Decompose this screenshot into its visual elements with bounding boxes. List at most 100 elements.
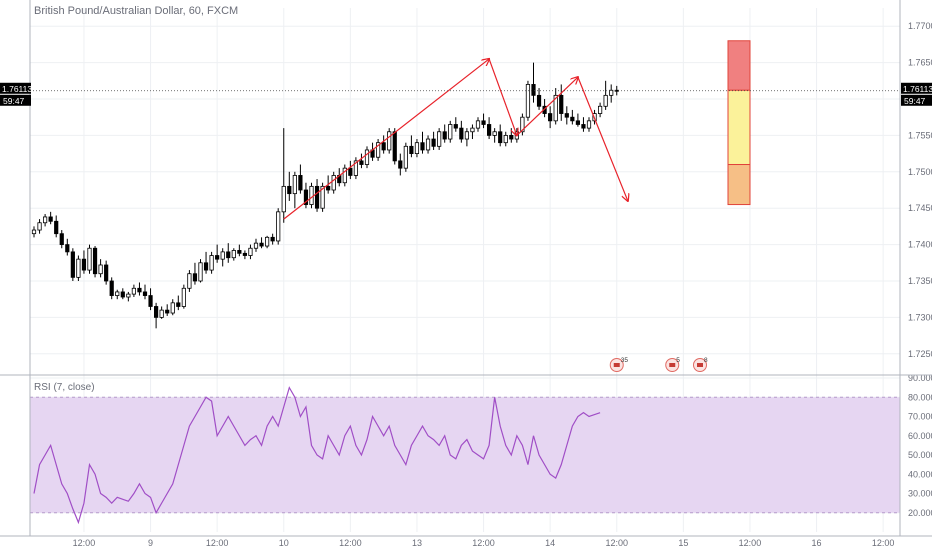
candle-body <box>326 185 331 191</box>
candle-body <box>348 167 353 176</box>
candle-body <box>292 175 297 195</box>
time-tick-label: 12:00 <box>206 538 229 548</box>
candle-body <box>409 145 414 155</box>
time-tick-label: 10 <box>279 538 289 548</box>
candle-body <box>464 131 470 140</box>
candle-body <box>209 255 214 271</box>
candle <box>276 208 281 245</box>
candle <box>603 80 608 110</box>
candle <box>220 248 225 267</box>
event-flag-icon <box>613 363 620 367</box>
candle <box>242 250 247 260</box>
candle <box>348 160 353 180</box>
candle <box>92 246 98 278</box>
candle-body <box>187 273 192 289</box>
candle-body <box>442 131 447 140</box>
price-tick-label: 1.76500 <box>908 58 932 68</box>
price-tick-label: 1.74500 <box>908 203 932 213</box>
candle-body <box>115 291 120 296</box>
candle-body <box>87 247 92 271</box>
last-price-tag-left <box>0 82 31 94</box>
event-marker[interactable]: 5 <box>665 357 681 372</box>
candle <box>320 182 325 212</box>
candle <box>531 62 536 103</box>
time-tick-label: 9 <box>148 538 153 548</box>
trend-arrows[interactable] <box>283 58 628 220</box>
rsi-tick-label: 50.0000 <box>908 450 932 460</box>
position-zones[interactable] <box>727 40 751 206</box>
candle <box>581 117 586 132</box>
candle-body <box>486 124 492 136</box>
candle <box>309 182 314 209</box>
event-marker[interactable]: 35 <box>609 357 629 372</box>
candle-body <box>81 258 87 271</box>
event-markers[interactable]: 35 5 8 <box>609 357 709 372</box>
event-count: 35 <box>621 357 629 364</box>
candle <box>459 120 464 143</box>
candle-body <box>475 120 481 129</box>
rsi-tick-label: 70.0000 <box>908 412 932 422</box>
trend-arrow[interactable] <box>577 76 628 201</box>
candle-body <box>481 120 486 125</box>
candle-body <box>320 185 325 209</box>
candle <box>264 235 270 249</box>
event-marker[interactable]: 8 <box>693 357 709 372</box>
candle-body <box>142 291 148 296</box>
candle <box>498 124 503 147</box>
candle <box>425 135 431 154</box>
candle <box>131 284 136 298</box>
candle <box>353 157 359 180</box>
trend-arrow[interactable] <box>516 77 578 136</box>
candle <box>109 277 114 300</box>
candle-body <box>398 160 403 169</box>
candle <box>187 270 192 292</box>
candle-body <box>220 251 225 260</box>
candle <box>575 113 581 127</box>
candle <box>126 291 131 302</box>
last-price-value-left: 1.76113 <box>2 84 32 94</box>
candle <box>392 128 397 165</box>
candle-body <box>553 94 558 122</box>
candle <box>70 248 75 281</box>
candle-body <box>92 247 98 275</box>
candle-body <box>609 89 614 96</box>
candle-body <box>570 116 575 122</box>
trend-arrow[interactable] <box>488 58 517 135</box>
zone-mid[interactable] <box>727 89 751 166</box>
candle-body <box>98 264 103 275</box>
zone-target[interactable] <box>727 164 751 206</box>
candle-body <box>564 113 569 118</box>
candle-body <box>287 185 292 195</box>
rsi-tick-label: 60.0000 <box>908 431 932 441</box>
candle <box>364 146 370 169</box>
candle <box>553 88 558 125</box>
candle <box>148 288 153 311</box>
candle <box>548 106 553 129</box>
candle-body <box>403 145 408 169</box>
zone-stop[interactable] <box>727 40 751 91</box>
candle-body <box>431 138 436 147</box>
candle-body <box>170 302 175 314</box>
candle <box>231 248 236 261</box>
candle <box>270 233 275 245</box>
candle <box>470 124 475 140</box>
candle <box>43 214 48 227</box>
candle <box>525 80 531 121</box>
candle <box>81 250 87 274</box>
candle-body <box>520 116 525 133</box>
candle-body <box>153 306 159 318</box>
candle-body <box>120 291 125 298</box>
candle-body <box>159 309 164 318</box>
candle <box>120 288 125 300</box>
candle-body <box>559 94 564 114</box>
candle-body <box>43 216 48 224</box>
candle-body <box>303 189 309 205</box>
time-tick-label: 14 <box>545 538 555 548</box>
trend-arrow[interactable] <box>283 59 489 220</box>
candle-body <box>276 211 281 242</box>
candle <box>481 113 486 129</box>
candle <box>586 117 592 132</box>
